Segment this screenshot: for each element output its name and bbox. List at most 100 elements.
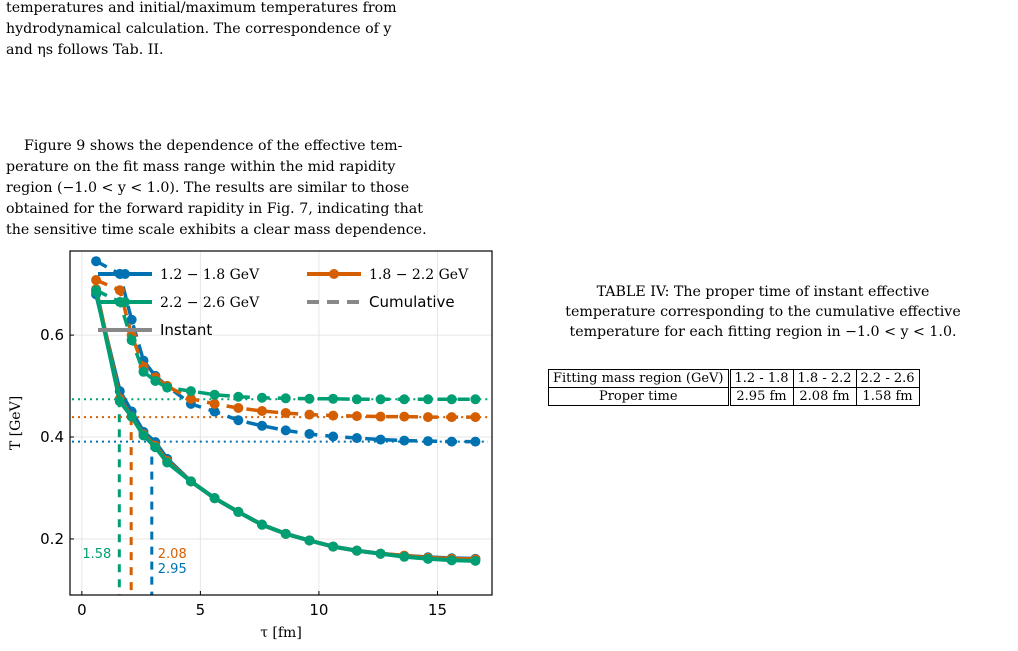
cumulative-point [91,275,102,286]
cumulative-point [375,394,386,405]
cumulative-point [399,411,410,422]
cumulative-point [446,412,457,423]
instant-point [138,430,149,441]
cumulative-point [162,382,173,393]
text-line: and ηs follows Tab. II. [6,42,164,58]
text-line: region (−1.0 < y < 1.0). The results are… [6,180,410,196]
instant-point [114,396,125,407]
legend-label: 1.8 − 2.2 GeV [369,267,469,283]
cumulative-point [399,435,410,446]
x-tick-label: 10 [309,601,328,619]
cumulative-point [328,431,339,442]
cumulative-point [114,285,125,296]
y-tick-label: 0.2 [40,530,64,548]
y-tick-label: 0.4 [40,428,64,446]
legend-label: 1.2 − 1.8 GeV [160,267,260,283]
table-cell: 1.58 fm [855,387,920,406]
instant-point [126,411,137,422]
instant-point [162,457,173,468]
x-tick-label: 0 [77,601,87,619]
cumulative-point [209,398,220,409]
cumulative-point [351,411,362,422]
text-line: the sensitive time scale exhibits a clea… [6,222,427,238]
instant-point [470,555,481,566]
cumulative-point [446,394,457,405]
cumulative-point [422,412,433,423]
cumulative-point [422,394,433,405]
proper-time-table: Fitting mass region (GeV) 1.2 - 1.8 1.8 … [548,369,920,406]
instant-point [233,506,244,517]
table-caption: TABLE IV: The proper time of instant eff… [508,282,1018,342]
cumulative-point [399,394,410,405]
legend-label: 2.2 − 2.6 GeV [160,295,260,311]
table-cell: 1.8 - 2.2 [792,369,857,388]
plot-area [72,256,488,595]
cumulative-point [233,402,244,413]
table-row: Proper time 2.95 fm 2.08 fm 1.58 fm [548,387,920,406]
figure-9: 1.58 2.08 2.95 0 5 10 15 0.2 0.4 0.6 τ [fm] T [GeV]… [0,240,500,651]
cumulative-point [304,428,315,439]
plot-frame [69,250,493,596]
instant-point [185,476,196,487]
instant-point [150,442,161,453]
cumulative-point [126,335,137,346]
instant-point [446,555,457,566]
cumulative-point [328,410,339,421]
marker-label: 2.95 [158,562,187,577]
caption-line: temperature corresponding to the cumulat… [565,304,961,320]
cumulative-point [233,415,244,426]
cumulative-point [126,314,137,325]
cumulative-point [375,411,386,422]
legend-label: Cumulative [369,293,455,311]
instant-point [209,493,220,504]
cumulative-point [257,406,268,417]
instant-point [91,286,102,297]
cumulative-point [470,436,481,447]
cumulative-point [351,394,362,405]
instant-point [257,519,268,530]
legend-marker [329,269,339,279]
cumulative-point [351,433,362,444]
instant-point [399,551,410,562]
caption-line: TABLE IV: The proper time of instant eff… [596,284,930,300]
y-axis-label: T [GeV] [8,396,24,450]
instant-point [328,541,339,552]
cumulative-point [304,409,315,420]
text-line: obtained for the forward rapidity in Fig… [6,201,423,217]
instant-point [304,535,315,546]
text-line: hydrodynamical calculation. The correspo… [6,21,392,37]
text-line: temperatures and initial/maximum tempera… [6,0,397,16]
cumulative-point [470,394,481,405]
table-cell: Proper time [548,387,731,406]
legend-marker [120,269,130,279]
text-line: Figure 9 shows the dependence of the eff… [24,138,403,154]
cumulative-point [257,392,268,403]
table-cell: 2.08 fm [792,387,857,406]
instant-point [280,528,291,539]
cumulative-point [257,420,268,431]
cumulative-point [233,391,244,402]
marker-label: 2.08 [158,547,187,562]
cumulative-point [209,389,220,400]
table-header-row: Fitting mass region (GeV) 1.2 - 1.8 1.8 … [548,369,920,388]
cumulative-point [375,434,386,445]
cumulative-point [328,393,339,404]
cumulative-point [185,386,196,397]
x-tick-label: 15 [428,601,447,619]
cumulative-point [446,436,457,447]
legend-marker [120,297,130,307]
paragraph-top: temperatures and initial/maximum tempera… [6,0,506,61]
table-cell: 2.2 - 2.6 [855,369,920,388]
cumulative-point [280,408,291,419]
effective-temperature-chart: 1.58 2.082.95 0 5 10 15 0.2 0.4 0.6 τ [fm] T [GeV]… [8,250,493,641]
cumulative-point [91,256,102,267]
cumulative-point [185,393,196,404]
cumulative-point [280,425,291,436]
cumulative-point [209,406,220,417]
instant-point [351,545,362,556]
instant-point [422,553,433,564]
paragraph-figure-9: Figure 9 shows the dependence of the eff… [6,136,506,241]
cumulative-point [280,393,291,404]
text-line: perature on the fit mass range within th… [6,159,396,175]
instant-point [375,548,386,559]
